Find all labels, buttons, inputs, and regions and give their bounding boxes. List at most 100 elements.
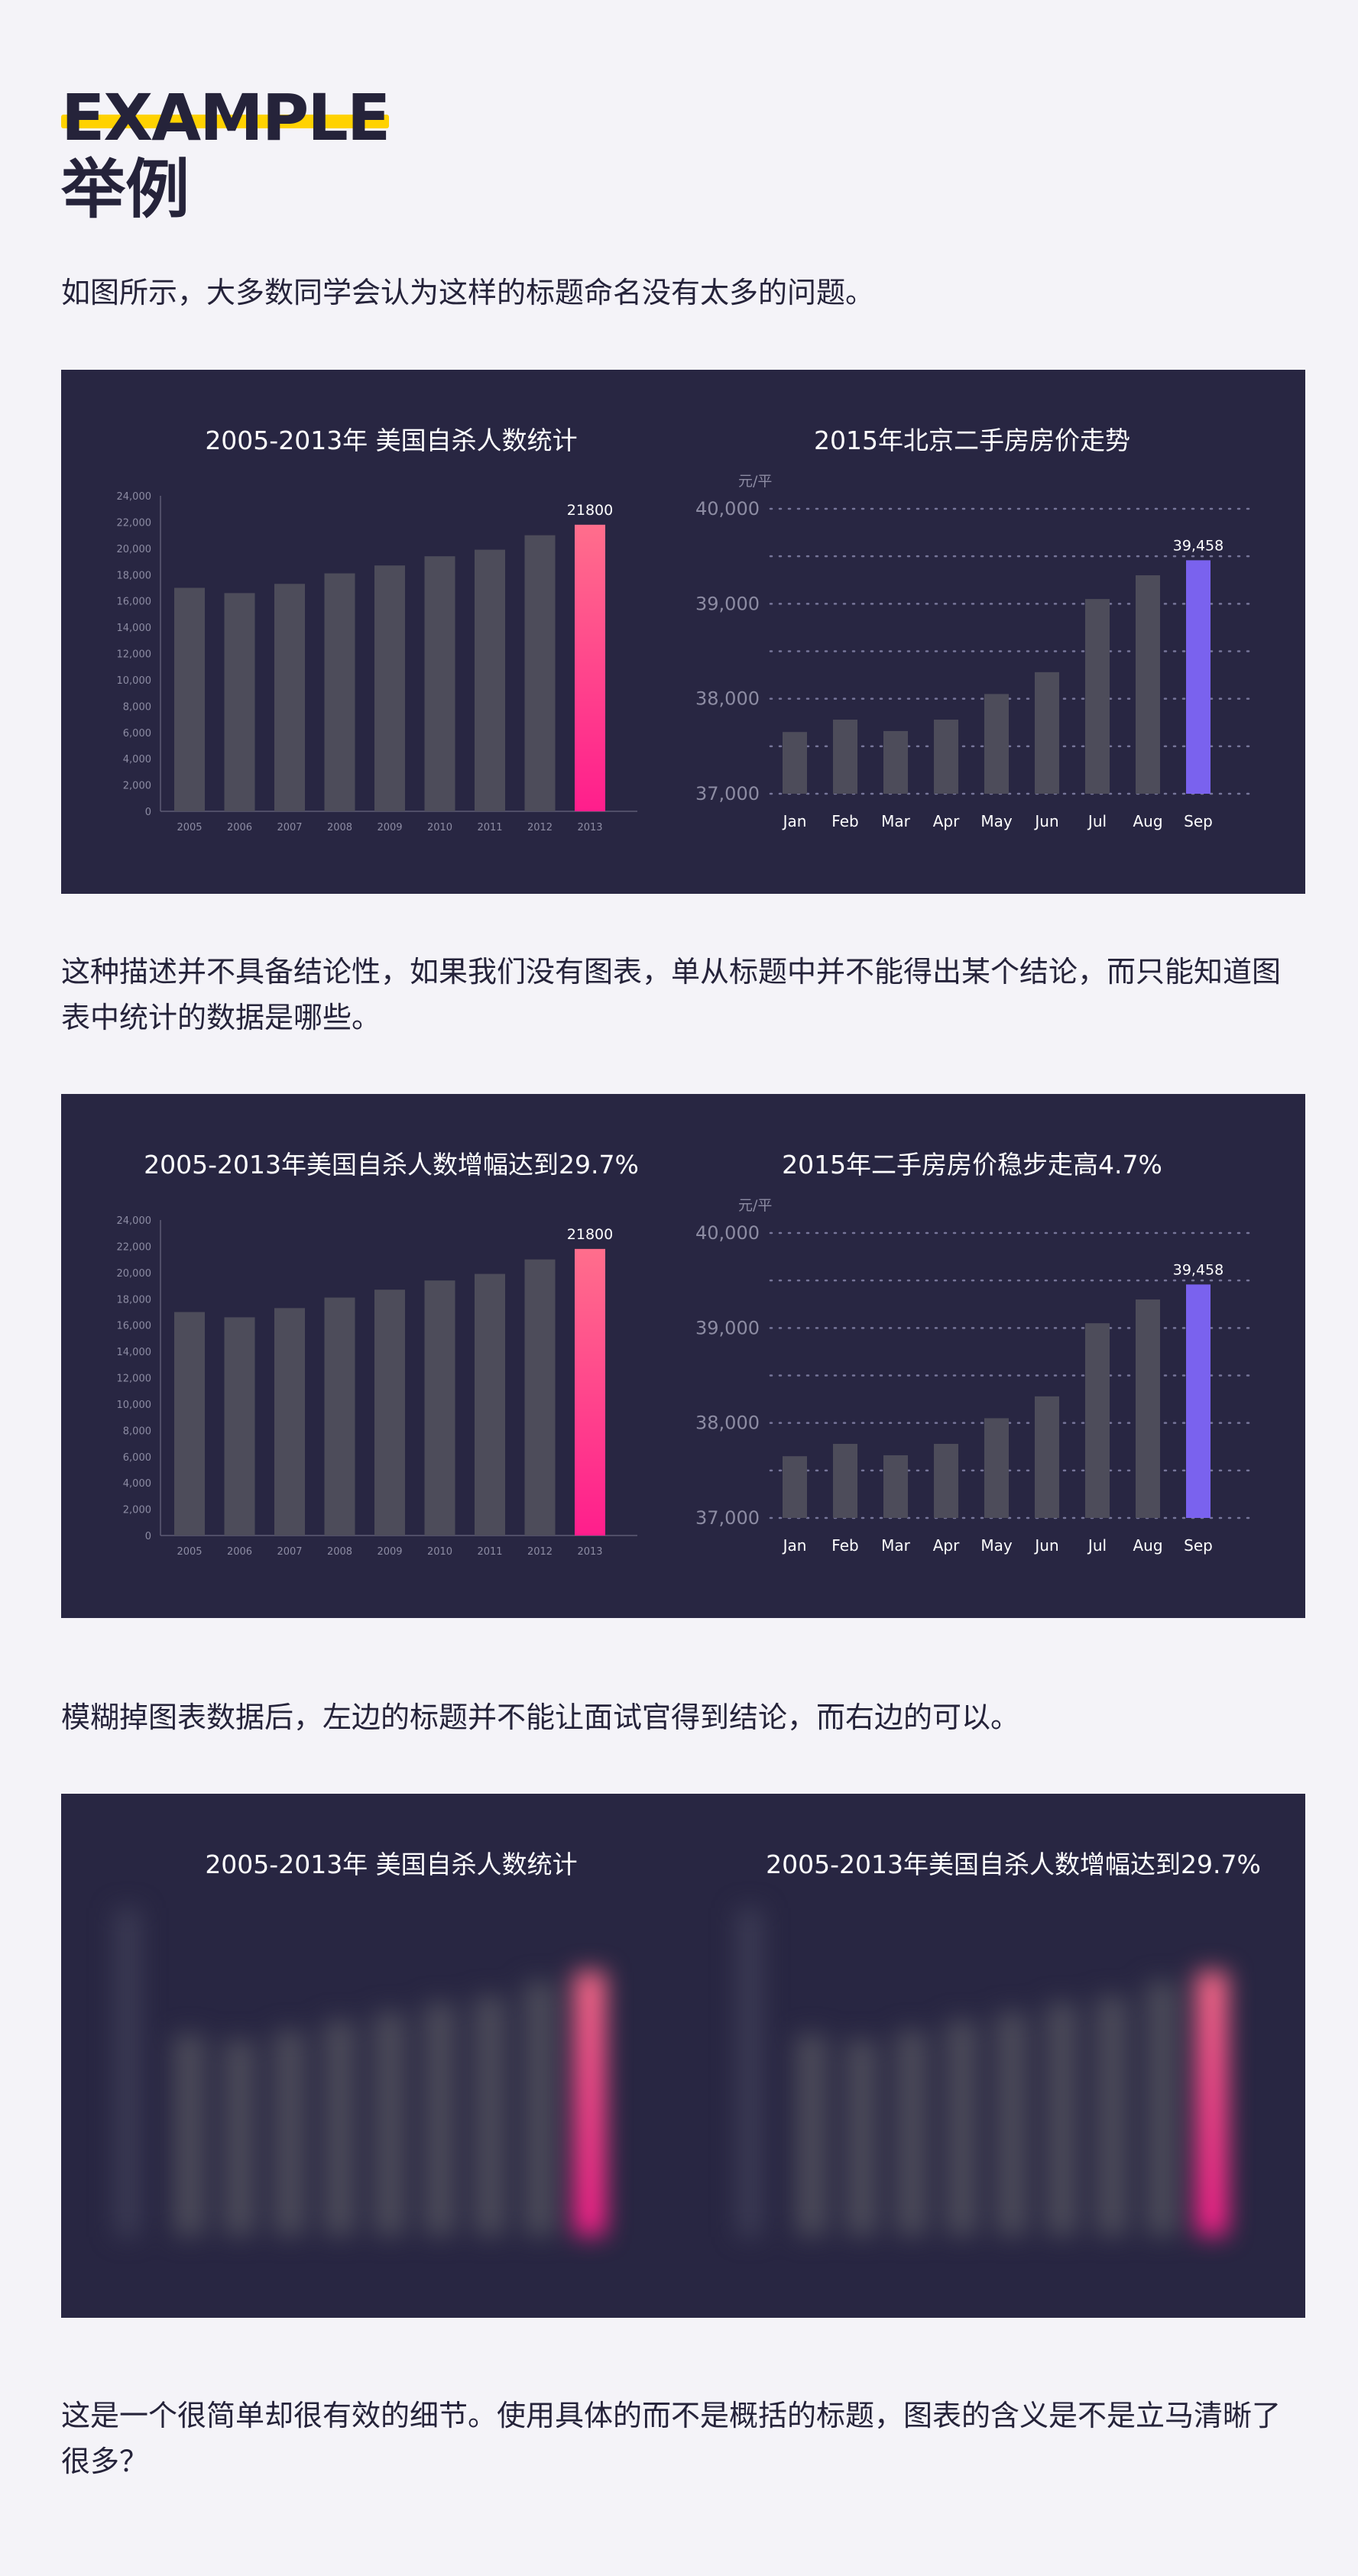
bar — [984, 694, 1009, 794]
bar — [1085, 599, 1110, 794]
chart-title-5: 2005-2013年美国自杀人数增幅达到29.7% — [766, 1849, 1261, 1879]
y-tick-label-2: 22,000 — [117, 1241, 152, 1253]
chart-blurred-conclusive: 2005-2013年美国自杀人数增幅达到29.7% — [683, 1794, 1305, 2318]
bar — [475, 1273, 505, 1536]
y-tick-label-0: 0 — [145, 807, 151, 818]
chart-panel-blurred: 2005-2013年 美国自杀人数统计 2005-2013年美国自杀人数增幅达到… — [61, 1794, 1305, 2318]
y-tick-label-0: 22,000 — [117, 517, 152, 529]
bar — [324, 1297, 355, 1536]
x-tick-label-1: Apr — [933, 812, 960, 830]
x-tick-label-0: 2012 — [527, 822, 553, 833]
bar — [1136, 1299, 1160, 1518]
x-tick-label-2: 2008 — [327, 1546, 352, 1558]
x-tick-label-3: Feb — [831, 1536, 858, 1555]
x-tick-label-2: 2006 — [227, 1546, 252, 1558]
y-tick-label-2: 20,000 — [117, 1268, 152, 1280]
x-tick-label-2: 2009 — [377, 1546, 402, 1558]
bar — [324, 573, 355, 811]
bar — [934, 720, 958, 794]
x-tick-label-2: 2013 — [577, 1546, 602, 1558]
bar — [424, 1280, 455, 1536]
y-tick-label-0: 12,000 — [117, 649, 152, 661]
x-tick-label-0: 2011 — [477, 822, 502, 833]
x-tick-label-1: Jan — [782, 812, 807, 830]
y-tick-label-1: 40,000 — [695, 498, 760, 519]
x-tick-label-2: 2007 — [277, 1546, 302, 1558]
bar — [984, 1418, 1009, 1518]
y-tick-label-2: 0 — [145, 1531, 151, 1542]
bar-highlight — [575, 1971, 605, 2235]
y-tick-label-0: 14,000 — [117, 623, 152, 634]
y-tick-label-0: 18,000 — [117, 570, 152, 581]
x-tick-label-1: Sep — [1184, 812, 1213, 830]
x-tick-label-3: Sep — [1184, 1536, 1213, 1555]
x-tick-label-3: Jun — [1033, 1536, 1058, 1555]
y-tick-label-0: 16,000 — [117, 597, 152, 608]
bar — [374, 2012, 405, 2235]
bar — [174, 587, 205, 811]
y-tick-label-2: 12,000 — [117, 1374, 152, 1385]
bar — [174, 1312, 205, 1536]
x-tick-label-3: Aug — [1133, 1536, 1162, 1555]
x-tick-label-3: Jul — [1087, 1536, 1107, 1555]
highlight-value-label: 21800 — [567, 1226, 613, 1243]
x-tick-label-1: Jul — [1087, 812, 1107, 830]
y-tick-label-1: 39,000 — [695, 593, 760, 614]
chart-title-2: 2005-2013年美国自杀人数增幅达到29.7% — [144, 1150, 639, 1180]
heading-highlight-bar — [61, 115, 390, 128]
x-tick-label-2: 2005 — [177, 1546, 202, 1558]
bar-highlight — [1186, 560, 1211, 794]
y-tick-label-3: 38,000 — [695, 1413, 760, 1434]
bar-highlight — [575, 1248, 605, 1536]
y-tick-label-2: 18,000 — [117, 1294, 152, 1306]
x-tick-label-3: Apr — [933, 1536, 960, 1555]
x-tick-label-0: 2005 — [177, 822, 202, 833]
blurred-axis-5 — [737, 1908, 763, 2237]
y-tick-label-2: 4,000 — [123, 1478, 151, 1490]
bar — [883, 730, 908, 794]
chart-title-3: 2015年二手房房价稳步走高4.7% — [782, 1150, 1162, 1180]
x-tick-label-0: 2009 — [377, 822, 402, 833]
bar — [1035, 672, 1059, 794]
chart-suicide-growth-svg: 2005-2013年美国自杀人数增幅达到29.7% 0 2,000 4,000 6,00… — [117, 1150, 639, 1558]
x-tick-label-0: 2008 — [327, 822, 352, 833]
chart-suicide-count-svg: 2005-2013年 美国自杀人数统计 0 2,000 4,000 6,000 8,000… — [117, 426, 637, 833]
blurred-bars-4 — [115, 1908, 605, 2237]
blurred-bars-5 — [737, 1908, 1227, 2237]
bar — [224, 593, 255, 811]
y-tick-label-1: 37,000 — [695, 783, 760, 804]
chart-blurred-conclusive-svg: 2005-2013年美国自杀人数增幅达到29.7% — [737, 1849, 1261, 2237]
y-tick-label-0: 4,000 — [123, 754, 151, 765]
bar-highlight — [1186, 1284, 1211, 1518]
chart-suicide-count: 2005-2013年 美国自杀人数统计 0 2,000 4,000 6,000 8,000… — [61, 370, 683, 894]
bar — [224, 1317, 255, 1536]
bar — [424, 556, 455, 811]
bar — [1136, 575, 1160, 794]
x-tick-label-2: 2010 — [427, 1546, 452, 1558]
y-tick-label-0: 8,000 — [123, 701, 151, 713]
bar — [846, 2040, 877, 2235]
chart-blurred-generic-svg: 2005-2013年 美国自杀人数统计 — [115, 1849, 605, 2237]
x-tick-label-1: Mar — [881, 812, 911, 830]
paragraph-blur-note: 模糊掉图表数据后，左边的标题并不能让面试官得到结论，而右边的可以。 — [61, 1701, 1020, 1734]
section-heading: EXAMPLE 举例 — [61, 86, 391, 226]
y-tick-label-2: 14,000 — [117, 1347, 152, 1358]
bar — [783, 732, 807, 794]
x-tick-label-0: 2006 — [227, 822, 252, 833]
blurred-axis-4 — [115, 1908, 141, 2237]
x-tick-label-0: 2013 — [577, 822, 602, 833]
x-tick-label-2: 2011 — [477, 1546, 502, 1558]
x-tick-label-1: Feb — [831, 812, 858, 830]
bar — [475, 549, 505, 811]
bar — [274, 2031, 305, 2235]
y-tick-label-2: 2,000 — [123, 1505, 151, 1516]
x-tick-label-3: Mar — [881, 1536, 911, 1555]
chart-panel-original: 2005-2013年 美国自杀人数统计 0 2,000 4,000 6,000 8,000… — [61, 370, 1305, 894]
chart-title-4: 2005-2013年 美国自杀人数统计 — [205, 1849, 577, 1879]
bar-highlight — [1197, 1971, 1227, 2235]
x-tick-label-0: 2007 — [277, 822, 302, 833]
bar — [783, 1456, 807, 1518]
bar — [1097, 1996, 1127, 2235]
y-unit-label-3: 元/平 — [738, 1197, 772, 1214]
